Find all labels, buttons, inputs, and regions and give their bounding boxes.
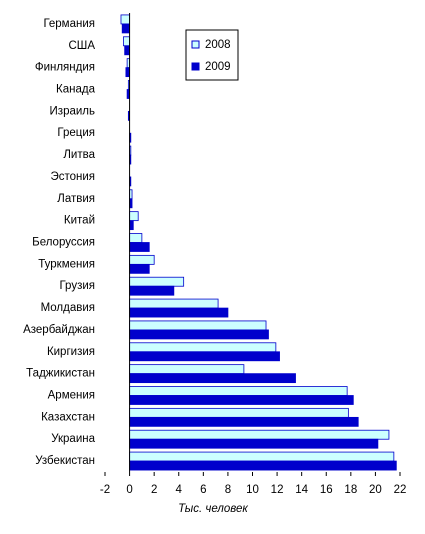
- x-tick-label: 18: [344, 484, 357, 496]
- x-tick-label: 16: [320, 484, 333, 496]
- bar: [129, 307, 229, 318]
- legend-swatch: [191, 62, 200, 71]
- bar: [129, 329, 269, 340]
- y-tick-label: Киргизия: [47, 346, 95, 358]
- x-axis-label: Тыс. человек: [178, 503, 248, 515]
- y-tick-label: Литва: [63, 149, 95, 161]
- bar: [129, 342, 277, 353]
- bar: [129, 285, 175, 296]
- y-tick-label: Армения: [48, 390, 95, 402]
- bar: [129, 407, 349, 418]
- y-tick-label: Германия: [43, 18, 95, 30]
- x-tick-label: 12: [271, 484, 284, 496]
- y-tick-label: Эстония: [50, 171, 95, 183]
- bar: [125, 67, 130, 78]
- bar: [129, 233, 143, 243]
- bar: [120, 14, 130, 25]
- x-tick-label: 4: [176, 484, 183, 496]
- y-tick-label: Канада: [56, 84, 96, 96]
- bar: [129, 395, 354, 405]
- bar: [124, 45, 130, 56]
- bar: [129, 220, 134, 231]
- x-tick-label: 6: [200, 484, 206, 496]
- bar: [129, 451, 395, 462]
- y-tick-label: Китай: [64, 215, 95, 227]
- bar: [129, 373, 296, 384]
- y-tick-label: Израиль: [50, 105, 95, 117]
- bar: [129, 351, 280, 362]
- bar: [129, 211, 139, 222]
- legend-label: 2009: [205, 61, 231, 73]
- bar: [129, 263, 150, 274]
- bar: [121, 23, 130, 34]
- bar: [129, 364, 245, 375]
- bar: [129, 386, 348, 396]
- y-tick-label: Белоруссия: [32, 237, 95, 249]
- legend-label: 2008: [205, 39, 231, 51]
- x-tick-label: 0: [126, 484, 132, 496]
- bar: [129, 429, 390, 440]
- y-tick-label: Греция: [57, 127, 95, 139]
- y-tick-label: Таджикистан: [26, 368, 95, 380]
- x-tick-label: -2: [100, 484, 110, 496]
- legend-box: [185, 29, 239, 81]
- bar: [129, 416, 359, 427]
- bar: [129, 242, 150, 252]
- y-tick-label: Азербайджан: [23, 324, 95, 336]
- y-tick-label: Грузия: [59, 280, 95, 292]
- bar: [129, 438, 379, 449]
- legend-swatch: [191, 40, 200, 49]
- bar: [129, 320, 267, 331]
- bar: [129, 298, 219, 309]
- bar: [123, 36, 130, 47]
- y-tick-label: Казахстан: [41, 411, 95, 423]
- bar: [129, 254, 155, 265]
- x-tick-label: 20: [369, 484, 382, 496]
- x-tick-label: 8: [225, 484, 231, 496]
- x-tick-label: 10: [246, 484, 259, 496]
- y-tick-label: США: [68, 40, 95, 52]
- x-tick-label: 14: [295, 484, 308, 496]
- y-tick-label: Украина: [51, 433, 95, 445]
- x-tick-label: 22: [394, 484, 407, 496]
- y-tick-label: Латвия: [57, 193, 95, 205]
- y-tick-label: Финляндия: [35, 62, 95, 74]
- y-tick-label: Туркмения: [38, 258, 95, 270]
- x-tick-label: 2: [151, 484, 157, 496]
- y-tick-label: Молдавия: [41, 302, 95, 314]
- y-tick-label: Узбекистан: [35, 455, 95, 467]
- bar: [129, 460, 397, 471]
- bar: [129, 276, 185, 287]
